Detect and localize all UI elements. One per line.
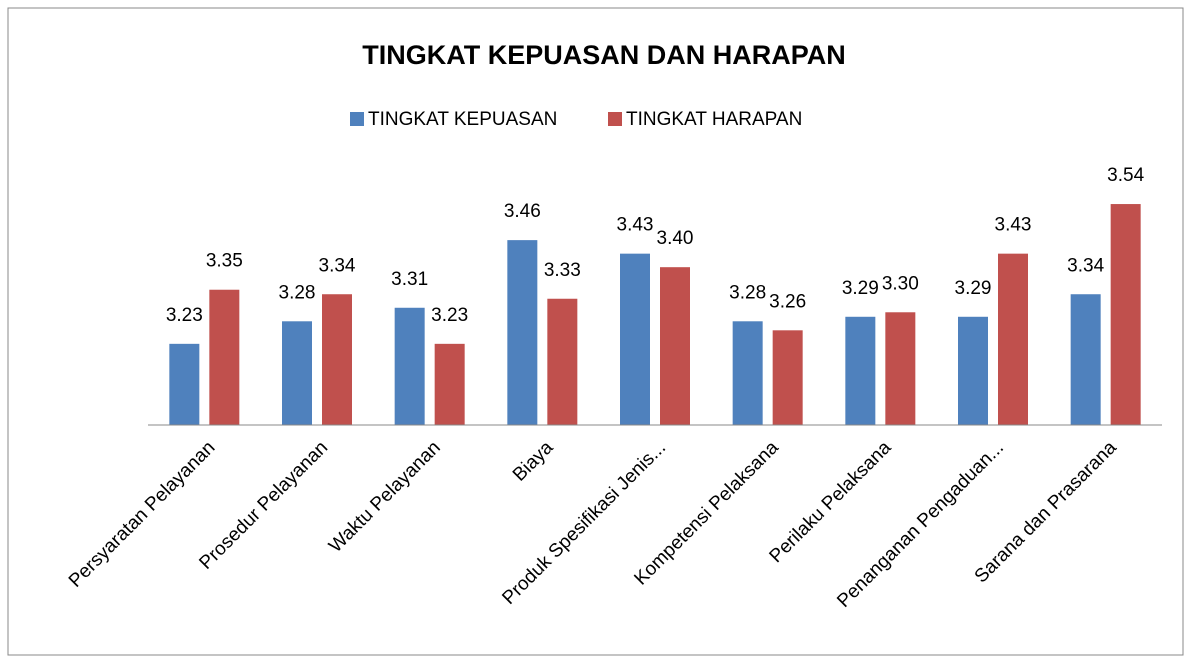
data-label: 3.34 — [319, 255, 356, 276]
bar — [660, 267, 690, 425]
data-label: 3.29 — [955, 278, 992, 299]
data-label: 3.33 — [544, 260, 581, 281]
bar — [958, 316, 988, 425]
data-label: 3.34 — [1067, 255, 1104, 276]
bar — [434, 343, 465, 425]
data-label: 3.23 — [166, 305, 203, 326]
data-label: 3.43 — [995, 215, 1032, 236]
bar — [620, 253, 650, 425]
data-label: 3.40 — [657, 228, 694, 249]
bar — [998, 253, 1028, 425]
data-label: 3.54 — [1107, 165, 1144, 186]
bar — [209, 289, 240, 425]
bar — [507, 240, 538, 425]
data-label: 3.30 — [882, 273, 919, 294]
data-label: 3.43 — [617, 215, 654, 236]
bar — [1110, 204, 1141, 425]
data-label: 3.46 — [504, 201, 541, 222]
legend-swatch — [350, 112, 364, 126]
bar — [394, 307, 425, 425]
data-label: 3.28 — [279, 282, 316, 303]
bar — [845, 316, 876, 425]
bar — [322, 294, 352, 425]
bar — [169, 343, 200, 425]
data-label: 3.26 — [769, 291, 806, 312]
bar — [772, 330, 803, 425]
legend-swatch — [608, 112, 622, 126]
data-label: 3.31 — [391, 269, 428, 290]
legend-label: TINGKAT KEPUASAN — [368, 109, 557, 130]
bar — [732, 321, 763, 425]
data-label: 3.23 — [431, 305, 468, 326]
data-label: 3.35 — [206, 251, 243, 272]
bar — [1070, 294, 1101, 425]
chart-title: TINGKAT KEPUASAN DAN HARAPAN — [362, 40, 846, 70]
bar — [547, 298, 578, 425]
data-label: 3.29 — [842, 278, 879, 299]
legend-label: TINGKAT HARAPAN — [626, 109, 802, 130]
bar — [885, 312, 916, 425]
bar — [282, 321, 312, 425]
data-label: 3.28 — [729, 282, 766, 303]
